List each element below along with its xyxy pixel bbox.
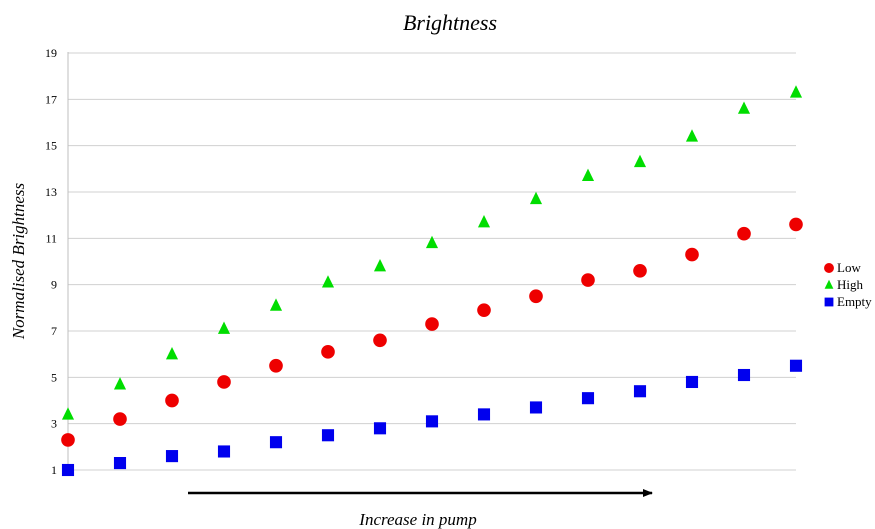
series-low <box>61 217 803 447</box>
data-point-empty <box>165 450 179 463</box>
legend-marker-high <box>824 279 834 289</box>
data-point-low <box>477 303 491 317</box>
data-point-empty <box>633 385 647 398</box>
data-point-low <box>217 375 231 389</box>
legend-marker-low <box>824 263 834 273</box>
legend-marker-empty <box>824 297 834 307</box>
legend: Low High Empty <box>824 260 872 309</box>
data-point-low <box>633 263 647 278</box>
legend-label-low: Low <box>837 260 861 275</box>
data-point-high <box>789 85 803 98</box>
legend-label-high: High <box>837 277 864 292</box>
data-point-empty <box>477 408 491 421</box>
data-point-low <box>685 247 699 262</box>
data-point-high <box>61 407 75 420</box>
y-axis-label: Normalised Brightness <box>9 182 28 340</box>
chart-title: Brightness <box>403 10 497 35</box>
data-point-high <box>581 168 595 181</box>
data-point-empty <box>269 436 283 449</box>
data-point-low <box>321 345 335 359</box>
y-tick-label: 1 <box>51 463 57 477</box>
data-point-high <box>217 321 231 334</box>
data-point-empty <box>685 375 699 389</box>
y-tick-label: 5 <box>51 370 57 384</box>
series-high <box>61 85 803 420</box>
data-point-empty <box>425 415 439 428</box>
data-point-high <box>425 235 439 249</box>
data-points <box>61 85 803 477</box>
data-point-low <box>425 317 439 331</box>
y-tick-label: 19 <box>45 46 57 60</box>
y-tick-label: 7 <box>51 324 57 338</box>
data-point-empty <box>529 401 543 414</box>
data-point-empty <box>789 359 803 372</box>
y-tick-label: 13 <box>45 185 57 199</box>
data-point-low <box>737 226 751 241</box>
data-point-low <box>61 433 75 447</box>
y-tick-label: 11 <box>45 231 57 245</box>
data-point-high <box>373 258 387 272</box>
data-point-high <box>113 377 127 390</box>
data-point-high <box>321 275 335 288</box>
data-point-high <box>529 191 543 205</box>
data-point-low <box>373 333 387 348</box>
legend-label-empty: Empty <box>837 294 872 309</box>
data-point-low <box>269 358 283 373</box>
data-point-high <box>165 347 179 360</box>
gridlines <box>68 52 796 471</box>
data-point-high <box>685 129 699 142</box>
data-point-empty <box>321 429 335 442</box>
y-tick-label: 3 <box>51 417 57 431</box>
data-point-empty <box>61 463 75 477</box>
data-point-empty <box>113 457 127 470</box>
y-tick-label: 17 <box>45 92 57 106</box>
data-point-high <box>269 298 283 311</box>
data-point-low <box>789 217 803 232</box>
data-point-high <box>477 214 491 228</box>
x-axis-label: Increase in pump <box>358 510 476 529</box>
data-point-empty <box>581 392 595 405</box>
y-tick-label: 15 <box>45 139 57 153</box>
data-point-high <box>737 101 751 114</box>
series-empty <box>61 359 803 477</box>
data-point-low <box>581 273 595 287</box>
data-point-empty <box>373 422 387 435</box>
y-tick-label: 9 <box>51 278 57 292</box>
data-point-low <box>529 289 543 304</box>
data-point-empty <box>217 445 231 458</box>
data-point-low <box>113 412 127 426</box>
data-point-empty <box>737 368 751 382</box>
data-point-low <box>165 393 179 408</box>
data-point-high <box>633 154 647 168</box>
